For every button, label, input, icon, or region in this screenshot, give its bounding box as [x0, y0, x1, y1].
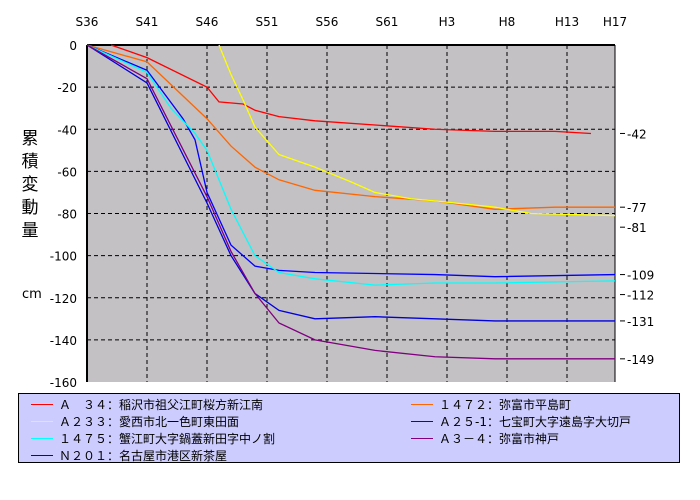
x-tick-label: S61: [376, 15, 399, 29]
legend-label: Ｎ２０１：名古屋市港区新茶屋: [59, 449, 228, 463]
legend-item: １４７５：蟹江町大字鍋蓋新田字中ノ割: [31, 430, 275, 447]
series-line: [86, 44, 615, 360]
legend-item: Ａ ３４：稲沢市祖父江町桜方新江南: [31, 396, 263, 413]
legend-label: Ａ ３４：稲沢市祖父江町桜方新江南: [59, 398, 264, 412]
series-line: [218, 44, 616, 217]
x-tick-label: S51: [256, 15, 279, 29]
y-tick-label: -160: [50, 376, 77, 390]
end-value-label: -109: [627, 269, 654, 283]
legend-label: １４７２：弥富市平島町: [439, 398, 572, 412]
legend-swatch: [411, 438, 433, 439]
end-value-label: -131: [627, 315, 654, 329]
x-tick-label: S56: [316, 15, 339, 29]
end-value-label: -42: [627, 127, 647, 141]
legend-item: １４７２：弥富市平島町: [411, 396, 571, 413]
end-value-label: -149: [627, 353, 654, 367]
legend-label: １４７５：蟹江町大字鍋蓋新田字中ノ割: [59, 432, 276, 446]
x-tick-label: H8: [499, 15, 516, 29]
y-tick-label: -20: [57, 81, 77, 95]
y-tick-label: -140: [50, 334, 77, 348]
y-tick-label: -60: [57, 165, 77, 179]
legend-item: Ａ２５-1：七宝町大字遠島字大切戸: [411, 413, 631, 430]
series-line: [86, 44, 616, 278]
y-axis-title: 累積変動量: [21, 129, 39, 241]
x-tick-label: S46: [196, 15, 219, 29]
legend-item: Ａ３－４：弥富市神戸: [411, 430, 559, 447]
legend: Ａ ３４：稲沢市祖父江町桜方新江南 Ａ２３３：愛西市北一色町東田面 １４７５：蟹江町…: [18, 393, 680, 463]
legend-label: Ａ３－４：弥富市神戸: [439, 432, 560, 446]
y-tick-label: -40: [57, 123, 77, 137]
x-tick-label: H3: [439, 15, 456, 29]
end-value-label: -77: [627, 201, 647, 215]
legend-item: Ｎ２０１：名古屋市港区新茶屋: [31, 447, 227, 464]
legend-swatch: [411, 421, 433, 422]
legend-swatch: [31, 455, 53, 456]
series-line: [86, 44, 616, 286]
y-axis-unit: cm: [22, 287, 42, 302]
y-tick-label: 0: [69, 39, 77, 53]
series-line: [110, 44, 592, 135]
legend-label: Ａ２５-1：七宝町大字遠島字大切戸: [439, 415, 631, 429]
x-tick-label: H13: [555, 15, 579, 29]
legend-swatch: [411, 404, 433, 405]
end-value-label: -81: [627, 221, 647, 235]
x-tick-label: S36: [76, 15, 99, 29]
legend-swatch: [31, 438, 53, 439]
y-tick-label: -100: [50, 250, 77, 264]
series-line: [86, 44, 615, 322]
end-value-label: -112: [627, 289, 654, 303]
y-tick-label: -80: [57, 208, 77, 222]
subsidence-chart: 0 -20 -40 -60 -80 -100 -120 -140 -160 S36 S41 S46 S5…: [50, 15, 654, 390]
x-tick-label: H17: [603, 15, 627, 29]
legend-swatch: [31, 421, 53, 422]
legend-item: Ａ２３３：愛西市北一色町東田面: [31, 413, 239, 430]
legend-swatch: [31, 404, 53, 405]
x-tick-label: S41: [136, 15, 159, 29]
legend-label: Ａ２３３：愛西市北一色町東田面: [59, 415, 240, 429]
y-tick-label: -120: [50, 292, 77, 306]
